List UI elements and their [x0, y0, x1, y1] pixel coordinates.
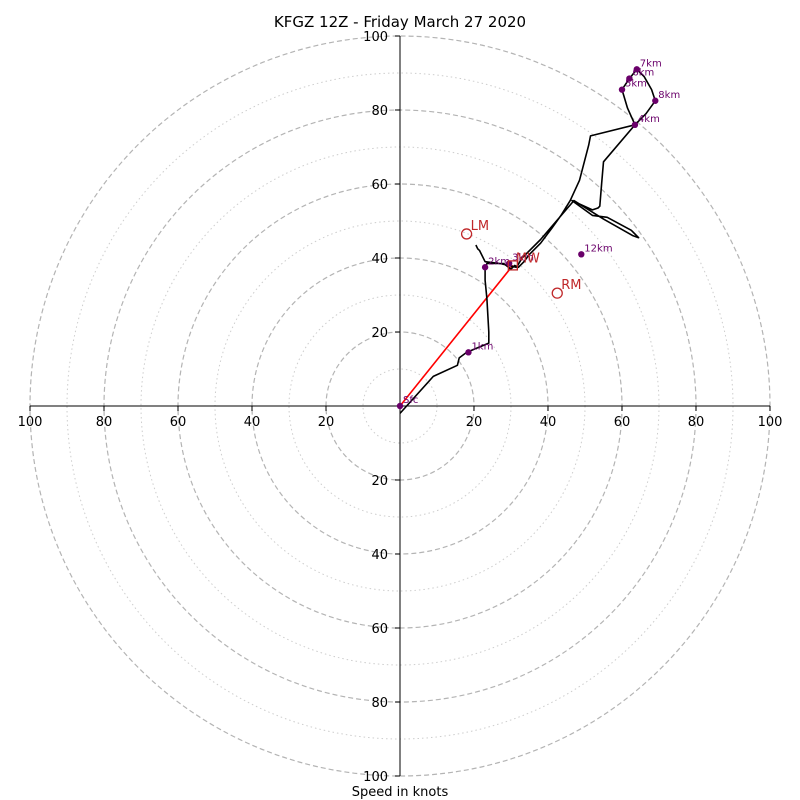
y-tick-label: 60 — [371, 622, 388, 637]
y-tick-label: 100 — [363, 30, 388, 45]
chart-title: KFGZ 12Z - Friday March 27 2020 — [274, 13, 526, 31]
y-tick-label: 60 — [371, 178, 388, 193]
mean-wind-line — [399, 264, 514, 407]
wind-trace — [399, 68, 657, 414]
x-tick-label: 40 — [540, 415, 557, 430]
height-label-5km: 5km — [625, 79, 647, 90]
tick-labels: 20 20 20 20 40 40 40 40 60 60 60 60 80 80 80 80 100 100 10… — [18, 30, 783, 785]
y-tick-label: 80 — [371, 104, 388, 119]
y-tick-label: 40 — [371, 548, 388, 563]
x-axis-label: Speed in knots — [352, 785, 449, 800]
height-label-3km: 3km — [512, 253, 534, 264]
height-marker-7km — [633, 66, 640, 73]
x-tick-label: 20 — [318, 415, 335, 430]
y-tick-label: 20 — [371, 326, 388, 341]
height-marker-8km — [652, 97, 659, 104]
storm-motion-marker-RM — [551, 287, 563, 299]
height-label-6km: 6km — [632, 68, 654, 79]
mean-wind-marker — [507, 260, 519, 271]
height-label-7km: 7km — [640, 58, 662, 69]
height-label-2km: 2km — [488, 256, 510, 267]
y-tick-label: 80 — [371, 696, 388, 711]
storm-motion-marker-LM — [460, 228, 473, 240]
height-marker-1km — [465, 349, 472, 356]
x-tick-label: 20 — [466, 415, 483, 430]
x-tick-label: 100 — [758, 415, 783, 430]
height-label-Sfc: Sfc — [403, 395, 418, 406]
x-tick-label: 60 — [614, 415, 631, 430]
height-marker-3km — [505, 260, 513, 267]
height-label-4km: 4km — [638, 114, 660, 125]
height-label-8km: 8km — [658, 90, 680, 101]
x-tick-label: 80 — [96, 415, 113, 430]
y-tick-label: 40 — [371, 252, 388, 267]
storm-motion-markers: LM RM MW — [460, 219, 582, 299]
height-marker-Sfc — [396, 402, 404, 410]
height-marker-6km — [626, 75, 633, 82]
height-marker-4km — [631, 121, 639, 128]
x-tick-label: 100 — [18, 415, 43, 430]
y-tick-label: 100 — [363, 770, 388, 785]
height-marker-12km — [578, 251, 585, 258]
height-label-1km: 1km — [471, 341, 493, 352]
height-marker-5km — [618, 86, 626, 93]
x-tick-label: 60 — [170, 415, 187, 430]
x-tick-label: 80 — [688, 415, 705, 430]
mean-wind-label: MW — [516, 251, 540, 266]
height-label-12km: 12km — [584, 243, 612, 254]
height-marker-2km — [481, 264, 489, 271]
storm-motion-label-RM: RM — [561, 278, 581, 293]
y-tick-label: 20 — [371, 474, 388, 489]
storm-motion-label-LM: LM — [471, 219, 489, 234]
wind-trace-line — [399, 68, 657, 414]
mean-wind-vector — [399, 264, 514, 407]
x-tick-label: 40 — [244, 415, 261, 430]
